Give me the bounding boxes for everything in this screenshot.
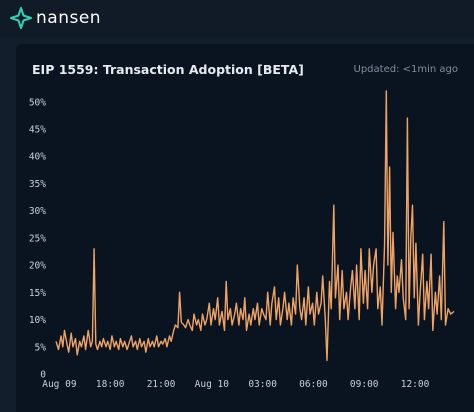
y-tick-label: 0 (40, 370, 46, 381)
brand-name: nansen (36, 8, 102, 28)
y-tick-label: 15% (29, 288, 46, 299)
y-tick-label: 35% (29, 179, 46, 190)
x-tick-label: 09:00 (350, 379, 379, 390)
x-tick-label: 06:00 (299, 379, 328, 390)
series-line (55, 90, 455, 362)
x-tick-label: Aug 09 (42, 379, 77, 390)
y-tick-label: 25% (29, 233, 46, 244)
y-tick-label: 30% (29, 206, 46, 217)
chart-card: EIP 1559: Transaction Adoption [BETA] Up… (16, 44, 474, 412)
y-tick-label: 50% (29, 97, 46, 108)
x-tick-label: 03:00 (248, 379, 277, 390)
y-tick-label: 5% (35, 342, 47, 353)
y-tick-label: 40% (29, 152, 46, 163)
x-tick-label: 21:00 (147, 379, 176, 390)
x-tick-label: Aug 10 (195, 379, 230, 390)
y-tick-label: 10% (29, 315, 46, 326)
nansen-logo-icon (10, 7, 32, 29)
y-tick-label: 20% (29, 261, 46, 272)
y-tick-label: 45% (29, 125, 46, 136)
chart-title: EIP 1559: Transaction Adoption [BETA] (32, 62, 304, 77)
x-tick-label: 12:00 (401, 379, 430, 390)
brand-logo[interactable]: nansen (10, 4, 101, 32)
x-tick-label: 18:00 (96, 379, 125, 390)
updated-timestamp: Updated: <1min ago (353, 64, 458, 75)
top-bar: nansen (0, 0, 474, 38)
